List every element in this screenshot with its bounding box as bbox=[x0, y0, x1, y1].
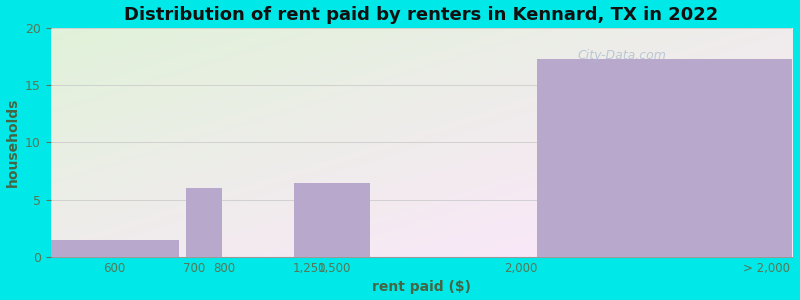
Bar bbox=[50, 240, 178, 257]
Y-axis label: households: households bbox=[6, 98, 19, 187]
Bar bbox=[186, 188, 222, 257]
Text: City-Data.com: City-Data.com bbox=[578, 49, 666, 62]
X-axis label: rent paid ($): rent paid ($) bbox=[372, 280, 471, 294]
Bar bbox=[537, 59, 792, 257]
Bar bbox=[294, 183, 370, 257]
Title: Distribution of rent paid by renters in Kennard, TX in 2022: Distribution of rent paid by renters in … bbox=[124, 6, 718, 24]
